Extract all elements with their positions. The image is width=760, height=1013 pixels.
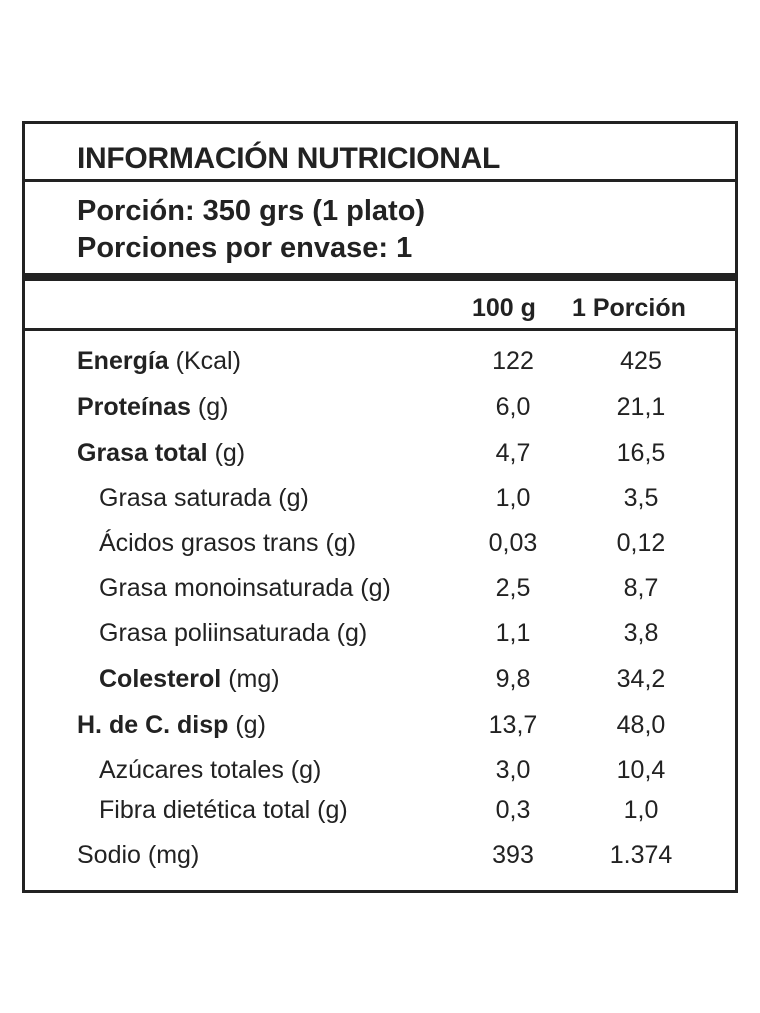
row-energia: Energía (Kcal) 122 425 [25,347,735,387]
value-100g: 13,7 [488,711,538,739]
nutrient-name: Energía (Kcal) [77,347,241,375]
value-portion: 1,0 [623,796,659,824]
nutrient-name: Proteínas (g) [77,393,229,421]
nutrient-name: Grasa total (g) [77,439,246,467]
value-portion: 34,2 [616,665,666,693]
nutrition-facts-table: INFORMACIÓN NUTRICIONAL Porción: 350 grs… [22,121,738,893]
nutrient-name: Grasa monoinsaturada (g) [99,574,391,602]
divider-header [25,328,735,331]
value-100g: 2,5 [495,574,531,602]
value-100g: 122 [492,347,534,375]
nutrient-name: Fibra dietética total (g) [99,796,348,824]
value-portion: 3,5 [623,484,659,512]
row-acidos-grasos-trans: Ácidos grasos trans (g) 0,03 0,12 [25,529,735,569]
value-portion: 48,0 [616,711,666,739]
row-colesterol: Colesterol (mg) 9,8 34,2 [25,665,735,705]
nutrient-name: H. de C. disp (g) [77,711,266,739]
value-portion: 0,12 [616,529,666,557]
value-portion: 16,5 [616,439,666,467]
value-portion: 21,1 [616,393,666,421]
column-header-portion: 1 Porción [572,294,686,322]
row-grasa-poliinsaturada: Grasa poliinsaturada (g) 1,1 3,8 [25,619,735,659]
nutrient-name: Sodio (mg) [77,841,200,869]
portions-per-package: Porciones por envase: 1 [77,232,413,264]
value-100g: 393 [492,841,534,869]
row-grasa-total: Grasa total (g) 4,7 16,5 [25,439,735,479]
value-100g: 9,8 [495,665,531,693]
value-100g: 1,0 [495,484,531,512]
row-azucares-totales: Azúcares totales (g) 3,0 10,4 [25,756,735,796]
value-100g: 6,0 [495,393,531,421]
nutrient-name: Grasa poliinsaturada (g) [99,619,368,647]
value-100g: 0,3 [495,796,531,824]
value-portion: 3,8 [623,619,659,647]
row-fibra-dietetica: Fibra dietética total (g) 0,3 1,0 [25,796,735,836]
column-header-100g: 100 g [472,294,536,322]
value-portion: 10,4 [616,756,666,784]
nutrient-name: Grasa saturada (g) [99,484,309,512]
value-100g: 4,7 [495,439,531,467]
divider-thick [25,273,735,281]
row-grasa-saturada: Grasa saturada (g) 1,0 3,5 [25,484,735,524]
table-title: INFORMACIÓN NUTRICIONAL [77,142,501,175]
divider-title [25,179,735,182]
nutrient-name: Azúcares totales (g) [99,756,322,784]
row-sodio: Sodio (mg) 393 1.374 [25,841,735,881]
row-proteinas: Proteínas (g) 6,0 21,1 [25,393,735,433]
nutrient-name: Colesterol (mg) [99,665,280,693]
value-portion: 425 [620,347,662,375]
row-grasa-monoinsaturada: Grasa monoinsaturada (g) 2,5 8,7 [25,574,735,614]
value-100g: 1,1 [495,619,531,647]
value-100g: 0,03 [488,529,538,557]
portion-size: Porción: 350 grs (1 plato) [77,195,426,227]
row-hidratos-de-carbono: H. de C. disp (g) 13,7 48,0 [25,711,735,751]
value-portion: 8,7 [623,574,659,602]
nutrient-name: Ácidos grasos trans (g) [99,529,357,557]
value-portion: 1.374 [609,841,673,869]
value-100g: 3,0 [495,756,531,784]
